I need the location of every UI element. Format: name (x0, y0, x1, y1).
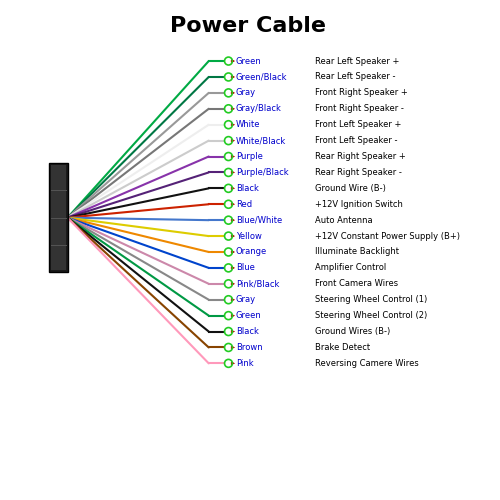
Text: Pink/Black: Pink/Black (236, 280, 280, 288)
Text: Black: Black (236, 184, 259, 193)
Text: Steering Wheel Control (1): Steering Wheel Control (1) (315, 295, 427, 304)
Text: White: White (236, 120, 260, 129)
Text: Ground Wires (B-): Ground Wires (B-) (315, 327, 390, 336)
Text: Green/Black: Green/Black (236, 72, 288, 82)
Text: Ground Wire (B-): Ground Wire (B-) (315, 184, 386, 193)
Text: +12V Ignition Switch: +12V Ignition Switch (315, 200, 402, 209)
Text: Auto Antenna: Auto Antenna (315, 216, 372, 224)
Bar (51, 165, 66, 270)
Text: Rear Right Speaker -: Rear Right Speaker - (315, 168, 402, 177)
Text: Amplifier Control: Amplifier Control (315, 264, 386, 272)
Text: Front Left Speaker -: Front Left Speaker - (315, 136, 398, 145)
Text: Green: Green (236, 311, 262, 320)
Text: Steering Wheel Control (2): Steering Wheel Control (2) (315, 311, 427, 320)
Text: Red: Red (236, 200, 252, 209)
Text: Rear Left Speaker -: Rear Left Speaker - (315, 72, 396, 82)
Text: Brown: Brown (236, 343, 262, 352)
Text: Green: Green (236, 56, 262, 66)
Text: Blue: Blue (236, 264, 255, 272)
Text: Black: Black (236, 327, 259, 336)
Text: Orange: Orange (236, 248, 267, 256)
Text: White/Black: White/Black (236, 136, 286, 145)
Text: Front Right Speaker +: Front Right Speaker + (315, 88, 408, 98)
Text: Yellow: Yellow (236, 232, 262, 240)
Text: Gray: Gray (236, 88, 256, 98)
Text: Brake Detect: Brake Detect (315, 343, 370, 352)
Text: Blue/White: Blue/White (236, 216, 282, 224)
Text: Reversing Camere Wires: Reversing Camere Wires (315, 359, 418, 368)
Text: Front Camera Wires: Front Camera Wires (315, 280, 398, 288)
Text: Purple/Black: Purple/Black (236, 168, 288, 177)
Text: Purple: Purple (236, 152, 263, 161)
Text: Front Right Speaker -: Front Right Speaker - (315, 104, 404, 114)
Text: Gray/Black: Gray/Black (236, 104, 282, 114)
Text: Rear Right Speaker +: Rear Right Speaker + (315, 152, 406, 161)
Text: Power Cable: Power Cable (170, 16, 326, 36)
Text: Illuminate Backlight: Illuminate Backlight (315, 248, 399, 256)
Bar (49, 163, 68, 272)
Text: Pink: Pink (236, 359, 254, 368)
Text: +12V Constant Power Supply (B+): +12V Constant Power Supply (B+) (315, 232, 460, 240)
Text: Gray: Gray (236, 295, 256, 304)
Text: Front Left Speaker +: Front Left Speaker + (315, 120, 401, 129)
Text: Rear Left Speaker +: Rear Left Speaker + (315, 56, 399, 66)
